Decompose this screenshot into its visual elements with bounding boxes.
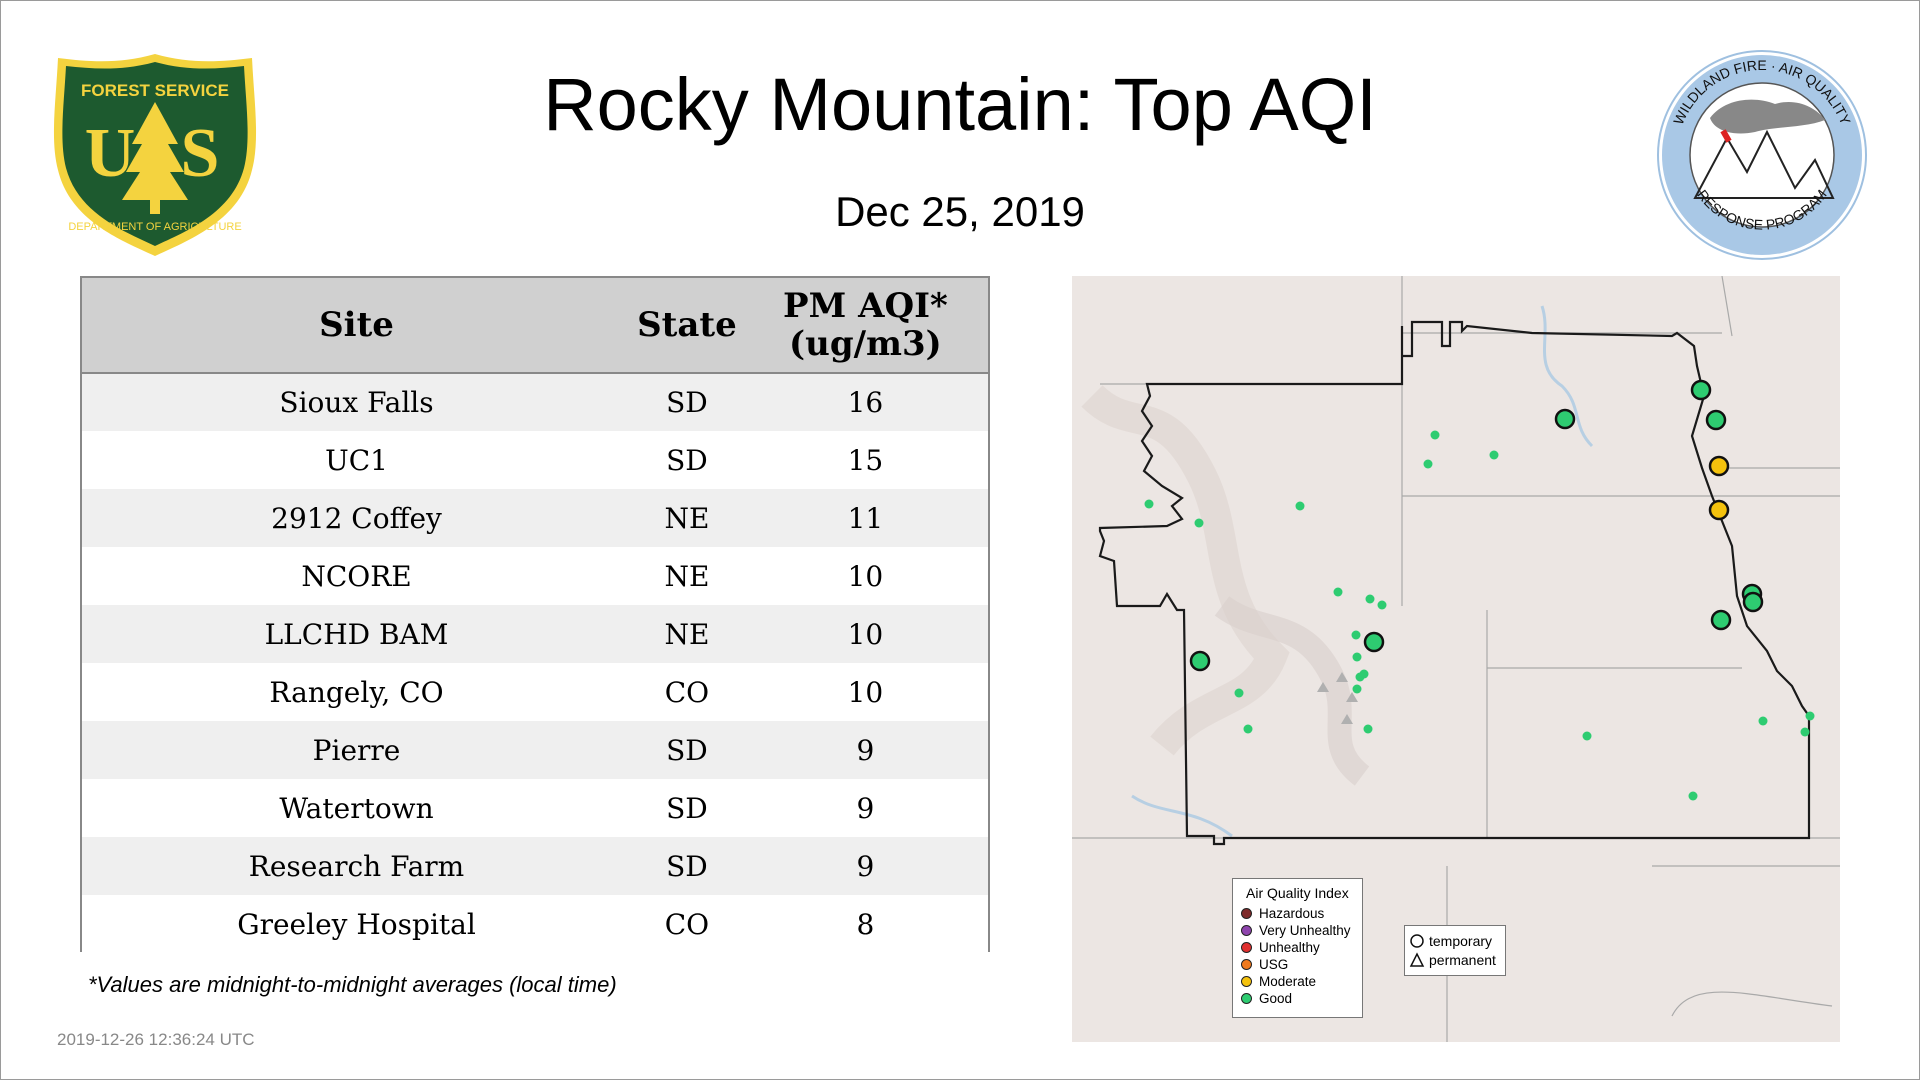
cell-aqi: 9 — [856, 733, 875, 767]
cell-state: NE — [664, 501, 710, 535]
region-outline — [1098, 320, 1811, 846]
cell-site: Research Farm — [248, 849, 465, 883]
cell-state: CO — [664, 907, 710, 941]
good-swatch — [1241, 993, 1252, 1004]
legend-item-good: Good — [1241, 990, 1356, 1007]
header-site: Site — [82, 278, 632, 374]
cell-state: NE — [664, 617, 710, 651]
legend-item-hazardous: Hazardous — [1241, 905, 1356, 922]
footnote: *Values are midnight-to-midnight average… — [88, 972, 617, 997]
header-aqi-line2: (ug/m3) — [789, 324, 942, 364]
legend-title: Air Quality Index — [1246, 885, 1349, 901]
cell-aqi: 9 — [856, 849, 875, 883]
cell-state: SD — [666, 733, 708, 767]
permanent-monitor-triangles — [1317, 672, 1358, 724]
table-row: Sioux Falls SD 16 — [82, 373, 988, 431]
aqi-map — [1072, 275, 1840, 1042]
svg-text:FOREST SERVICE: FOREST SERVICE — [81, 81, 229, 100]
header-state: State — [631, 278, 743, 374]
cell-site: UC1 — [325, 443, 388, 477]
circle-icon — [1410, 933, 1424, 948]
header-aqi-line1: PM AQI* — [783, 286, 948, 326]
cell-site: Sioux Falls — [279, 386, 434, 419]
monitor-type-legend: temporary permanent — [1404, 925, 1506, 976]
cell-aqi: 10 — [847, 675, 884, 709]
usg-swatch — [1241, 959, 1252, 970]
legend-label: Good — [1259, 991, 1293, 1006]
cell-site: Watertown — [279, 791, 434, 825]
cell-aqi: 10 — [847, 559, 884, 593]
cell-aqi: 16 — [847, 386, 884, 419]
aqi-table: Site State PM AQI* (ug/m3) Sioux Falls SD… — [80, 276, 990, 953]
cell-site: NCORE — [301, 559, 412, 593]
table-row: UC1 SD 15 — [82, 431, 988, 489]
legend-label: Hazardous — [1259, 906, 1325, 921]
cell-site: Rangely, CO — [269, 675, 444, 709]
wildland-fire-air-quality-logo: WILDLAND FIRE · AIR QUALITY RESPONSE PRO… — [1655, 48, 1870, 263]
table-row: LLCHD BAM NE 10 — [82, 605, 988, 663]
cell-state: NE — [664, 559, 710, 593]
svg-text:U: U — [85, 115, 136, 192]
page-title: Rocky Mountain: Top AQI — [543, 63, 1377, 146]
cell-site: 2912 Coffey — [271, 501, 442, 535]
cell-aqi: 8 — [856, 907, 875, 941]
legend-item-moderate: Moderate — [1241, 973, 1356, 990]
table-row: Research Farm SD 9 — [82, 837, 988, 895]
cell-aqi: 15 — [847, 443, 884, 477]
aqi-legend: Air Quality Index Hazardous Very Unhealt… — [1232, 878, 1363, 1018]
cell-aqi: 10 — [847, 617, 884, 651]
svg-text:DEPARTMENT OF AGRICULTURE: DEPARTMENT OF AGRICULTURE — [68, 221, 241, 233]
timestamp: 2019-12-26 12:36:24 UTC — [57, 1030, 255, 1049]
top-site-markers — [1189, 379, 1764, 672]
hazardous-swatch — [1241, 908, 1252, 919]
cell-state: CO — [664, 675, 710, 709]
table-row: Pierre SD 9 — [82, 721, 988, 779]
cell-site: Pierre — [312, 733, 401, 767]
triangle-icon — [1409, 951, 1425, 967]
cell-site: LLCHD BAM — [264, 617, 449, 651]
table-row: Rangely, CO CO 10 — [82, 663, 988, 721]
unhealthy-swatch — [1241, 942, 1252, 953]
very-unhealthy-swatch — [1241, 925, 1252, 936]
table-row: NCORE NE 10 — [82, 547, 988, 605]
legend-item-usg: USG — [1241, 956, 1356, 973]
legend-item-unhealthy: Unhealthy — [1241, 939, 1356, 956]
cell-state: SD — [666, 791, 708, 825]
legend-permanent: permanent — [1409, 950, 1501, 969]
cell-aqi: 9 — [856, 791, 875, 825]
cell-state: SD — [666, 849, 708, 883]
moderate-swatch — [1241, 976, 1252, 987]
cell-site: Greeley Hospital — [237, 907, 476, 941]
page-date: Dec 25, 2019 — [835, 188, 1085, 235]
table-row: Greeley Hospital CO 8 — [82, 895, 988, 953]
cell-state: SD — [666, 443, 708, 477]
table-row: Watertown SD 9 — [82, 779, 988, 837]
header-aqi: PM AQI* (ug/m3) — [742, 278, 988, 374]
legend-label: Moderate — [1259, 974, 1317, 989]
legend-temporary: temporary — [1409, 931, 1501, 950]
legend-item-very-unhealthy: Very Unhealthy — [1241, 922, 1356, 939]
forest-service-logo: FOREST SERVICE U S DEPARTMENT OF AGRICUL… — [50, 50, 260, 260]
table-header-row: Site State PM AQI* (ug/m3) — [82, 278, 988, 374]
svg-text:S: S — [181, 115, 220, 192]
legend-permanent-label: permanent — [1429, 951, 1496, 968]
legend-label: USG — [1259, 957, 1289, 972]
cell-aqi: 11 — [847, 501, 884, 535]
legend-label: Unhealthy — [1259, 940, 1320, 955]
legend-temporary-label: temporary — [1429, 932, 1493, 949]
cell-state: SD — [666, 386, 708, 419]
table-row: 2912 Coffey NE 11 — [82, 489, 988, 547]
legend-label: Very Unhealthy — [1259, 923, 1351, 938]
good-monitor-dots — [1144, 430, 1815, 801]
